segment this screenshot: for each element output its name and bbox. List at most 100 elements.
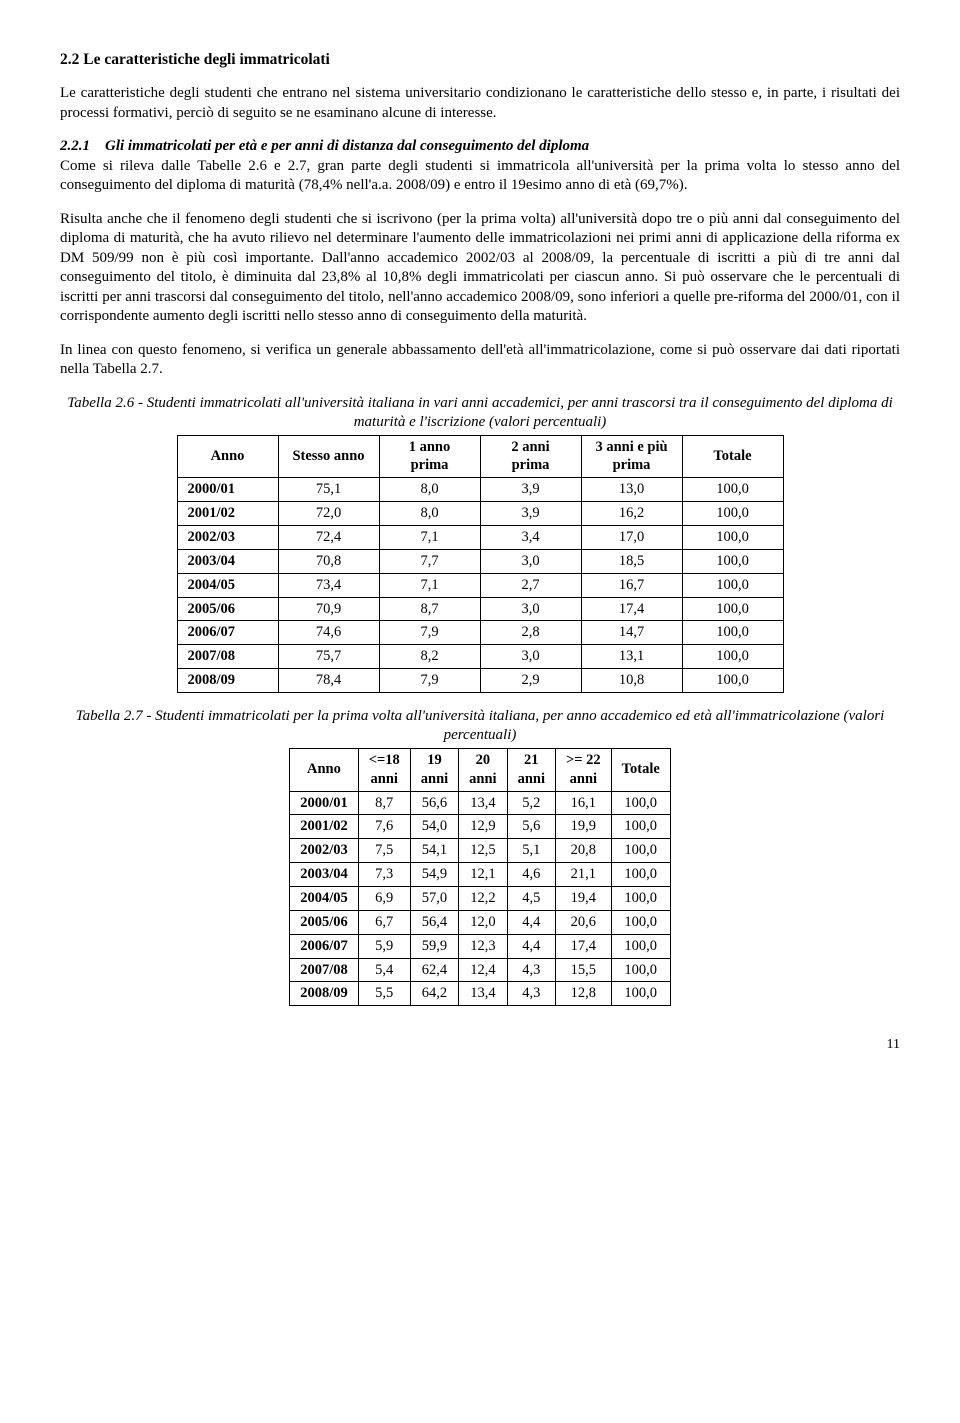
table-cell: 17,4 (581, 597, 682, 621)
paragraph-intro: Le caratteristiche degli studenti che en… (60, 84, 900, 123)
table-cell: 57,0 (410, 886, 458, 910)
table-row: 2000/018,756,613,45,216,1100,0 (290, 791, 671, 815)
table-cell: 21,1 (556, 863, 612, 887)
table-cell: 62,4 (410, 958, 458, 982)
table-header-cell: 19anni (410, 748, 458, 791)
table-header-cell: Stesso anno (278, 435, 379, 478)
subsection-number: 2.2.1 (60, 138, 90, 154)
table-cell: 2006/07 (177, 621, 278, 645)
table-cell: 2000/01 (290, 791, 359, 815)
table-cell: 56,6 (410, 791, 458, 815)
table-cell: 7,6 (358, 815, 410, 839)
paragraph-2: Come si rileva dalle Tabelle 2.6 e 2.7, … (60, 158, 900, 194)
table-row: 2001/027,654,012,95,619,9100,0 (290, 815, 671, 839)
table-cell: 2008/09 (290, 982, 359, 1006)
table-cell: 8,0 (379, 478, 480, 502)
table-cell: 56,4 (410, 910, 458, 934)
table-cell: 6,9 (358, 886, 410, 910)
table-cell: 2004/05 (290, 886, 359, 910)
table-row: 2000/0175,18,03,913,0100,0 (177, 478, 783, 502)
table-header-cell: 3 anni e piùprima (581, 435, 682, 478)
table-cell: 72,4 (278, 526, 379, 550)
table-cell: 2007/08 (290, 958, 359, 982)
table-cell: 2008/09 (177, 669, 278, 693)
table-cell: 100,0 (611, 910, 670, 934)
table-cell: 100,0 (682, 549, 783, 573)
table-cell: 100,0 (682, 526, 783, 550)
table-cell: 4,3 (507, 958, 555, 982)
page-number: 11 (60, 1036, 900, 1054)
table-cell: 17,4 (556, 934, 612, 958)
table-cell: 2,7 (480, 573, 581, 597)
table-cell: 100,0 (611, 934, 670, 958)
table-row: 2005/0670,98,73,017,4100,0 (177, 597, 783, 621)
table-header-cell: Anno (177, 435, 278, 478)
table-cell: 5,6 (507, 815, 555, 839)
table-cell: 100,0 (611, 958, 670, 982)
table-cell: 16,7 (581, 573, 682, 597)
table-cell: 72,0 (278, 502, 379, 526)
section-heading: 2.2 Le caratteristiche degli immatricola… (60, 50, 900, 70)
table-header-cell: Totale (682, 435, 783, 478)
table-cell: 70,8 (278, 549, 379, 573)
table-cell: 100,0 (682, 645, 783, 669)
table-cell: 2004/05 (177, 573, 278, 597)
table-cell: 54,1 (410, 839, 458, 863)
table-cell: 5,4 (358, 958, 410, 982)
table-cell: 4,6 (507, 863, 555, 887)
table-cell: 15,5 (556, 958, 612, 982)
table-row: 2007/085,462,412,44,315,5100,0 (290, 958, 671, 982)
table-cell: 100,0 (611, 839, 670, 863)
table-cell: 4,4 (507, 934, 555, 958)
table-cell: 59,9 (410, 934, 458, 958)
table-cell: 74,6 (278, 621, 379, 645)
table-header-cell: 20anni (459, 748, 507, 791)
table-cell: 100,0 (611, 982, 670, 1006)
table-cell: 10,8 (581, 669, 682, 693)
table-2: Anno<=18anni19anni20anni21anni>= 22anniT… (289, 748, 671, 1006)
table-cell: 75,1 (278, 478, 379, 502)
table-cell: 4,5 (507, 886, 555, 910)
table-cell: 75,7 (278, 645, 379, 669)
table-cell: 8,7 (379, 597, 480, 621)
table-cell: 12,3 (459, 934, 507, 958)
table-row: 2006/075,959,912,34,417,4100,0 (290, 934, 671, 958)
table-cell: 17,0 (581, 526, 682, 550)
table-cell: 8,2 (379, 645, 480, 669)
table-cell: 5,9 (358, 934, 410, 958)
table-cell: 7,1 (379, 526, 480, 550)
table-cell: 2,9 (480, 669, 581, 693)
table-header-cell: >= 22anni (556, 748, 612, 791)
subsection-block: 2.2.1 Gli immatricolati per età e per an… (60, 137, 900, 196)
table-cell: 13,0 (581, 478, 682, 502)
table-cell: 2001/02 (177, 502, 278, 526)
table-cell: 70,9 (278, 597, 379, 621)
table-cell: 12,5 (459, 839, 507, 863)
table-cell: 13,4 (459, 982, 507, 1006)
table-cell: 2001/02 (290, 815, 359, 839)
paragraph-4: In linea con questo fenomeno, si verific… (60, 341, 900, 380)
table-header-cell: Anno (290, 748, 359, 791)
table-cell: 100,0 (682, 573, 783, 597)
table-cell: 19,4 (556, 886, 612, 910)
table-cell: 100,0 (682, 478, 783, 502)
table-cell: 12,0 (459, 910, 507, 934)
table-cell: 7,9 (379, 669, 480, 693)
subsection-title: Gli immatricolati per età e per anni di … (105, 138, 589, 154)
table-cell: 2003/04 (177, 549, 278, 573)
table-row: 2001/0272,08,03,916,2100,0 (177, 502, 783, 526)
table-cell: 20,6 (556, 910, 612, 934)
table-cell: 8,0 (379, 502, 480, 526)
table-cell: 100,0 (682, 502, 783, 526)
table-cell: 3,9 (480, 478, 581, 502)
table-header-cell: 21anni (507, 748, 555, 791)
table-cell: 12,2 (459, 886, 507, 910)
table-cell: 64,2 (410, 982, 458, 1006)
table-cell: 2005/06 (177, 597, 278, 621)
table-cell: 100,0 (611, 791, 670, 815)
table-header-cell: <=18anni (358, 748, 410, 791)
table-cell: 13,1 (581, 645, 682, 669)
table-row: 2003/0470,87,73,018,5100,0 (177, 549, 783, 573)
table-cell: 3,4 (480, 526, 581, 550)
table-cell: 19,9 (556, 815, 612, 839)
